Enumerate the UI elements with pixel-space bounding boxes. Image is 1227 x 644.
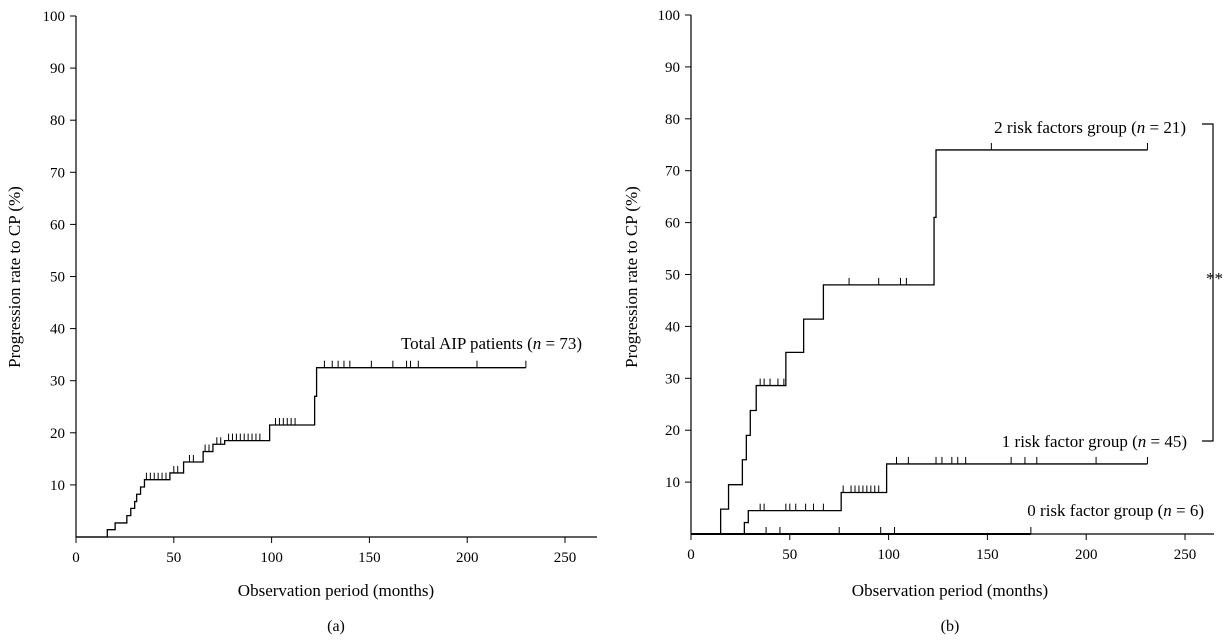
series-label: 0 risk factor group (n = 6) xyxy=(1027,501,1204,520)
y-tick-label: 10 xyxy=(665,475,680,491)
panel-a: Total AIP patients (n = 73) Progression … xyxy=(5,9,597,635)
x-tick-label: 100 xyxy=(877,547,900,563)
x-tick-label: 200 xyxy=(1075,547,1098,563)
panel-label: (a) xyxy=(327,618,345,635)
y-tick-label: 90 xyxy=(665,60,680,76)
y-tick-label: 40 xyxy=(665,319,680,335)
x-axis-label: Observation period (months) xyxy=(852,581,1048,600)
y-axis-label: Progression rate to CP (%) xyxy=(5,186,24,368)
significance-marker: ** xyxy=(1206,269,1223,288)
y-tick-label: 100 xyxy=(658,8,681,24)
significance-bracket xyxy=(1202,123,1214,442)
y-tick-label: 30 xyxy=(50,374,65,390)
y-tick-label: 50 xyxy=(665,268,680,284)
series-label: 2 risk factors group (n = 21) xyxy=(994,118,1186,137)
y-tick-label: 60 xyxy=(665,216,680,232)
x-tick-label: 250 xyxy=(554,550,577,566)
y-tick-label: 90 xyxy=(50,61,65,77)
y-tick-label: 30 xyxy=(665,371,680,387)
y-tick-label: 50 xyxy=(50,270,65,286)
y-axis-label: Progression rate to CP (%) xyxy=(622,186,641,368)
y-tick-label: 100 xyxy=(43,9,66,25)
y-tick-label: 20 xyxy=(665,423,680,439)
y-tick-label: 10 xyxy=(50,478,65,494)
km-step-line xyxy=(691,463,1148,535)
panel-label: (b) xyxy=(941,618,960,635)
km-step-line xyxy=(691,149,1148,535)
x-tick-label: 100 xyxy=(260,550,283,566)
y-tick-label: 60 xyxy=(50,217,65,233)
y-tick-label: 80 xyxy=(50,113,65,129)
x-tick-label: 0 xyxy=(72,550,80,566)
series-label-total-aip: Total AIP patients (n = 73) xyxy=(401,334,582,353)
x-tick-label: 50 xyxy=(166,550,181,566)
x-tick-label: 200 xyxy=(456,550,479,566)
y-tick-label: 20 xyxy=(50,426,65,442)
x-tick-label: 150 xyxy=(358,550,381,566)
y-tick-label: 40 xyxy=(50,322,65,338)
y-tick-label: 70 xyxy=(665,164,680,180)
km-step-line xyxy=(76,367,526,538)
x-axis-label: Observation period (months) xyxy=(238,581,434,600)
x-tick-label: 0 xyxy=(687,547,695,563)
y-tick-label: 80 xyxy=(665,112,680,128)
y-tick-label: 70 xyxy=(50,165,65,181)
x-tick-label: 250 xyxy=(1174,547,1197,563)
x-tick-label: 50 xyxy=(782,547,797,563)
panel-b: Progression rate to CP (%) Observation p… xyxy=(622,8,1223,635)
series-label: 1 risk factor group (n = 45) xyxy=(1002,432,1187,451)
x-tick-label: 150 xyxy=(976,547,999,563)
